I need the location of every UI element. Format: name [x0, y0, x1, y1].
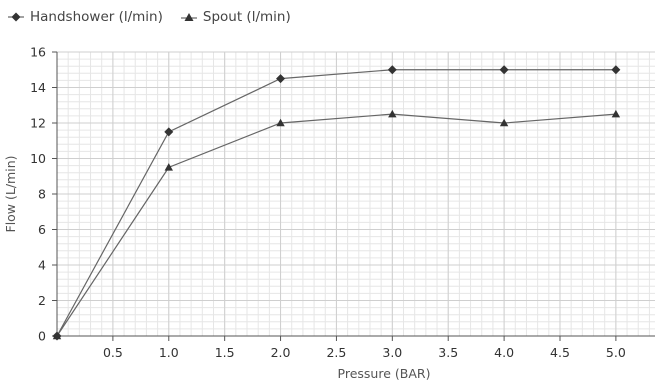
legend-label-spout: Spout (l/min)	[202, 9, 291, 25]
x-tick-label: 1.0	[159, 345, 179, 360]
legend-item-spout[interactable]: Spout (l/min)	[180, 9, 291, 25]
data-point-spout	[611, 109, 621, 118]
legend-label-handshower: Handshower (l/min)	[30, 9, 163, 25]
x-tick-label: 1.5	[215, 345, 235, 360]
series-lines	[56, 69, 616, 337]
y-tick-label: 6	[38, 222, 46, 237]
data-point-spout	[164, 163, 173, 171]
legend: Handshower (l/min) Spout (l/min)	[8, 9, 309, 25]
data-point-spout	[388, 109, 397, 118]
series-line-1	[56, 113, 616, 337]
data-point-spout	[276, 118, 285, 127]
tick-labels: 0 2 4 6 8 10 12 14 16 0.5 1.0 1.5 2.0 2.5 3.0 3.5 4.0 4.5…	[30, 45, 626, 361]
data-point-spout	[499, 118, 509, 127]
data-point-handshower	[611, 65, 621, 75]
x-axis-title: Pressure (BAR)	[338, 366, 431, 381]
y-tick-label: 0	[38, 329, 46, 344]
y-tick-label: 14	[30, 80, 46, 95]
y-tick-label: 12	[30, 116, 46, 131]
data-point-handshower	[276, 74, 286, 84]
y-tick-label: 8	[38, 187, 46, 202]
data-point-spout	[52, 331, 62, 340]
x-tick-label: 4.0	[494, 345, 514, 360]
x-tick-label: 0.5	[103, 345, 123, 360]
data-point-handshower	[499, 65, 509, 75]
y-tick-label: 16	[30, 45, 46, 60]
x-tick-label: 2.0	[271, 345, 291, 360]
x-tick-label: 2.5	[326, 345, 346, 360]
x-tick-label: 3.0	[382, 345, 402, 360]
series-line-0	[56, 69, 616, 337]
series-markers	[52, 65, 621, 341]
x-tick-label: 5.0	[606, 345, 626, 360]
x-tick-label: 4.5	[550, 345, 570, 360]
triangle-marker-icon	[180, 13, 197, 21]
data-point-handshower	[387, 65, 397, 75]
y-tick-label: 2	[38, 293, 46, 308]
diamond-marker-icon	[8, 12, 24, 22]
axes	[52, 51, 655, 341]
x-tick-label: 3.5	[438, 345, 458, 360]
y-tick-label: 4	[38, 258, 46, 273]
legend-item-handshower[interactable]: Handshower (l/min)	[8, 9, 163, 25]
y-tick-label: 10	[30, 151, 46, 166]
y-axis-title: Flow (L/min)	[3, 155, 18, 232]
data-point-handshower	[164, 127, 174, 137]
